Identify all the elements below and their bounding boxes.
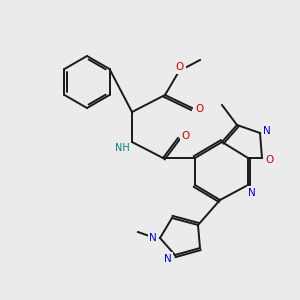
Text: O: O — [182, 131, 190, 141]
Text: NH: NH — [115, 143, 129, 153]
Text: O: O — [176, 62, 184, 72]
Text: N: N — [149, 233, 157, 243]
Text: O: O — [265, 155, 273, 165]
Text: N: N — [248, 188, 256, 198]
Text: N: N — [164, 254, 172, 264]
Text: O: O — [195, 104, 203, 114]
Text: N: N — [263, 126, 271, 136]
